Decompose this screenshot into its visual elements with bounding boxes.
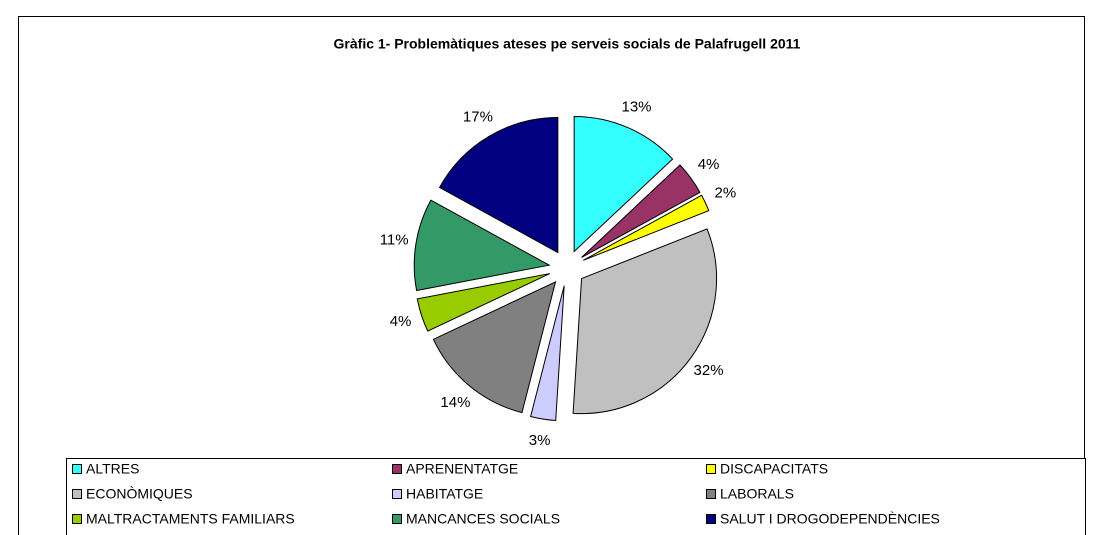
data-label: 13% <box>621 98 651 115</box>
data-label: 14% <box>440 394 470 411</box>
legend-label: MANCANCES SOCIALS <box>406 511 560 527</box>
data-label: 3% <box>529 432 551 449</box>
legend-box <box>66 458 1086 535</box>
pie-slice <box>416 273 551 332</box>
legend-label: SALUT I DROGODEPENDÈNCIES <box>720 511 940 527</box>
pie-slice <box>573 115 674 253</box>
legend-label: ALTRES <box>86 461 139 477</box>
legend-swatch <box>706 464 716 474</box>
pie-slice <box>432 280 557 414</box>
legend-label: APRENENTATGE <box>406 461 518 477</box>
pie-slice <box>583 194 710 261</box>
legend-label: MALTRACTAMENTS FAMILIARS <box>86 511 295 527</box>
data-label: 4% <box>390 313 412 330</box>
legend-swatch <box>392 464 402 474</box>
legend-label: HABITATGE <box>406 486 483 502</box>
data-label: 2% <box>715 184 737 201</box>
legend-label: LABORALS <box>720 486 794 502</box>
pie-slice <box>413 199 551 292</box>
chart-title: Gràfic 1- Problemàtiques ateses pe serve… <box>334 36 801 52</box>
legend-label: DISCAPACITATS <box>720 461 828 477</box>
chart-frame <box>18 16 1085 535</box>
legend-swatch <box>72 489 82 499</box>
legend-label: ECONÒMIQUES <box>86 486 193 502</box>
legend-swatch <box>392 489 402 499</box>
data-label: 17% <box>463 108 493 125</box>
legend-swatch <box>706 489 716 499</box>
data-label: 11% <box>380 232 409 249</box>
pie-slice <box>530 285 565 422</box>
legend-swatch <box>72 514 82 524</box>
legend-swatch <box>706 514 716 524</box>
legend-swatch <box>392 514 402 524</box>
legend-swatch <box>72 464 82 474</box>
pie-slice <box>438 117 559 254</box>
data-label: 32% <box>694 362 724 379</box>
pie-slice <box>572 228 718 415</box>
data-label: 4% <box>698 156 720 173</box>
pie-slice <box>581 164 701 258</box>
